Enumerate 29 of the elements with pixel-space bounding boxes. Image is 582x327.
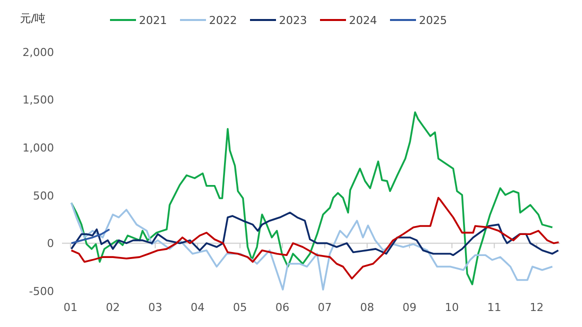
x-tick-label: 12	[530, 301, 544, 314]
line-series	[70, 202, 554, 290]
y-tick-label: 1,000	[22, 141, 54, 154]
line-series	[70, 212, 560, 256]
legend-label: 2022	[209, 14, 237, 27]
x-tick-label: 10	[444, 301, 459, 314]
legend-label: 2023	[279, 14, 307, 27]
legend-label: 2025	[419, 14, 447, 27]
x-tick-label: 01	[63, 301, 78, 314]
x-tick-label: 02	[106, 301, 120, 314]
legend-label: 2021	[139, 14, 167, 27]
line-series	[70, 228, 110, 244]
line-series	[70, 111, 554, 286]
x-tick-label: 11	[487, 301, 502, 314]
y-tick-label: 1,500	[22, 94, 54, 107]
x-tick-label: 03	[148, 301, 162, 314]
y-tick-label: 2,000	[22, 46, 54, 59]
y-tick-label: -500	[29, 284, 54, 298]
x-tick-label: 07	[318, 301, 332, 314]
x-tick-label: 08	[360, 301, 374, 314]
line-series	[70, 196, 560, 280]
y-tick-label: 0	[47, 237, 54, 250]
x-tick-label: 05	[233, 301, 248, 314]
x-tick-label: 04	[190, 301, 205, 314]
legend-label: 2024	[349, 14, 377, 27]
x-tick-label: 09	[402, 301, 417, 314]
y-tick-label: 500	[33, 189, 54, 202]
y-axis-title: 元/吨	[20, 12, 46, 25]
x-tick-label: 06	[275, 301, 290, 314]
